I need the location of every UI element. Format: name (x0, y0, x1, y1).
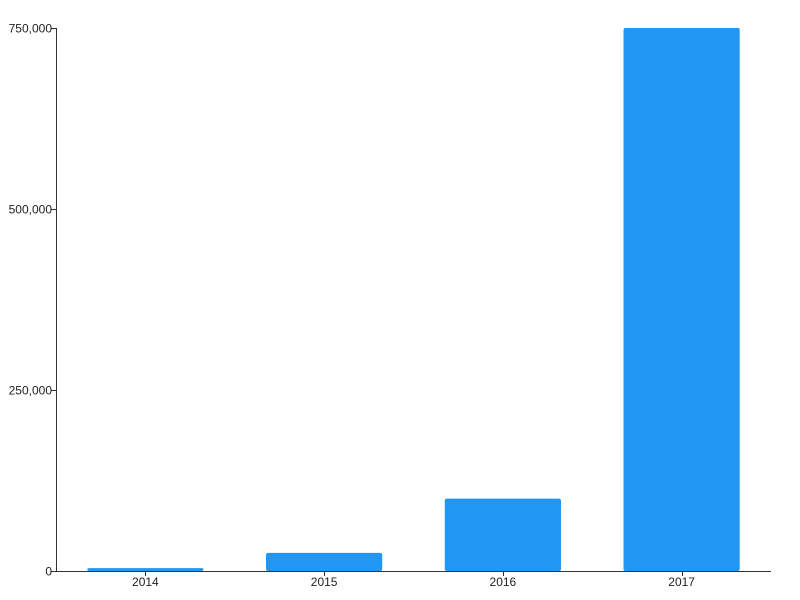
bar-2016[interactable] (444, 498, 561, 571)
x-axis-ticks: 2014 2015 2016 2017 (132, 571, 695, 589)
bar-2015[interactable] (266, 552, 383, 571)
y-tick-label: 0 (45, 565, 52, 579)
bar-2017[interactable] (623, 28, 740, 571)
bar-2014[interactable] (87, 568, 204, 571)
y-axis-ticks: 0 250,000 500,000 750,000 (9, 22, 56, 579)
bars-group (87, 28, 740, 571)
x-tick-label: 2015 (311, 575, 338, 589)
x-tick-label: 2014 (132, 575, 159, 589)
x-tick-label: 2017 (668, 575, 695, 589)
y-tick-label: 500,000 (9, 203, 53, 217)
y-tick-label: 250,000 (9, 384, 53, 398)
x-tick-label: 2016 (490, 575, 517, 589)
y-tick-label: 750,000 (9, 22, 53, 36)
